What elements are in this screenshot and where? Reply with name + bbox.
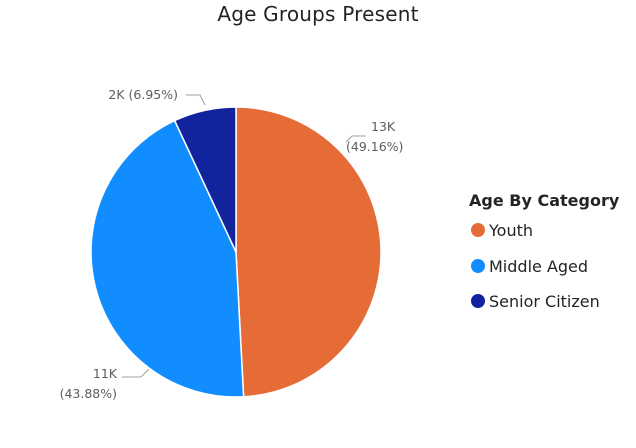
legend-marker-senior-citizen <box>471 294 485 308</box>
data-label-percent-youth: (49.16%) <box>346 139 403 154</box>
leader-line-middle-aged <box>122 368 150 378</box>
data-label-senior-citizen: 2K (6.95%) <box>108 87 178 102</box>
data-label-value-middle-aged: 11K <box>93 366 118 381</box>
legend-item-youth: Youth <box>488 221 533 240</box>
pie-slice-middle-aged <box>90 119 245 398</box>
chart-title: Age Groups Present <box>217 2 419 26</box>
legend-marker-youth <box>471 223 485 237</box>
legend-title: Age By Category <box>469 191 620 210</box>
pie-slice-youth <box>235 106 382 398</box>
leader-line-senior-citizen <box>186 94 206 106</box>
legend-marker-middle-aged <box>471 259 485 273</box>
leader-line-youth <box>345 135 366 143</box>
pie-slice-senior-citizen <box>173 106 237 253</box>
data-label-value-youth: 13K <box>371 119 396 134</box>
legend-item-middle-aged: Middle Aged <box>489 257 588 276</box>
legend-item-senior-citizen: Senior Citizen <box>489 292 600 311</box>
data-label-percent-middle-aged: (43.88%) <box>60 386 117 401</box>
